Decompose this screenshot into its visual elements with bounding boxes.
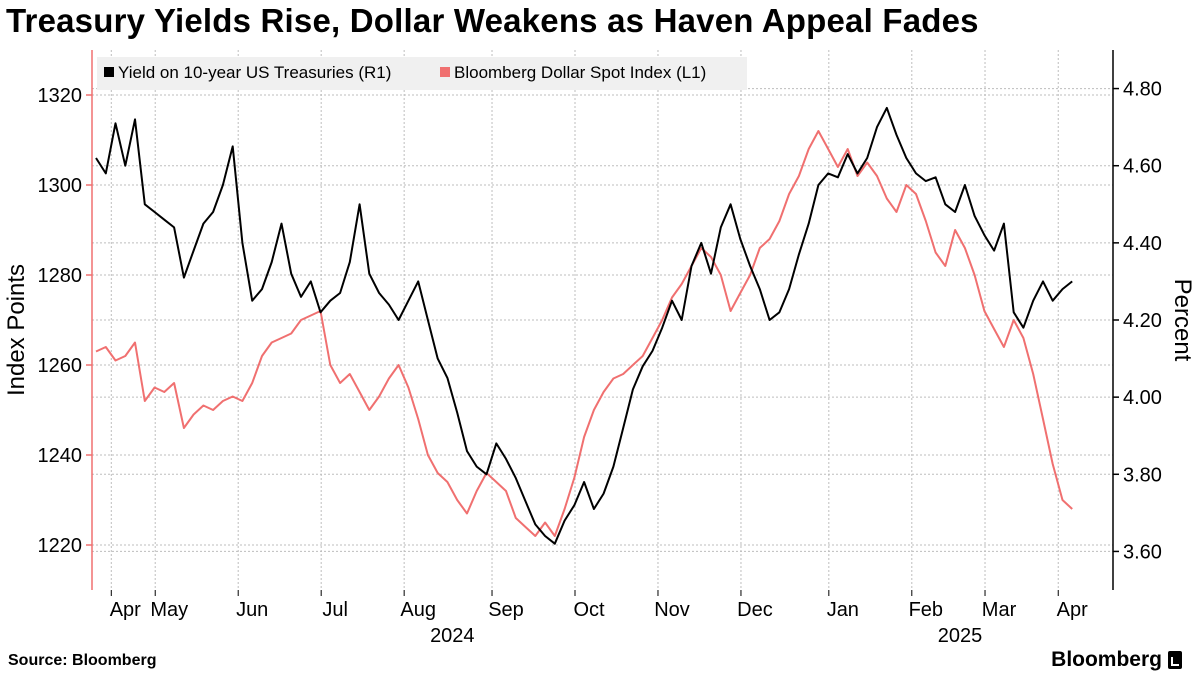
dollar-index-line bbox=[95, 130, 1073, 537]
left-axis-label: Index Points bbox=[3, 264, 30, 396]
x-tick-label: Oct bbox=[573, 599, 605, 621]
year-label: 2024 bbox=[430, 625, 475, 647]
right-tick-label: 4.20 bbox=[1123, 310, 1162, 332]
treasury-yield-line bbox=[95, 106, 1073, 545]
x-tick-label: Jun bbox=[236, 599, 268, 621]
right-tick-label: 4.80 bbox=[1123, 79, 1162, 101]
right-tick-label: 4.40 bbox=[1123, 233, 1162, 255]
left-tick-label: 1260 bbox=[38, 355, 83, 377]
x-tick-label: May bbox=[150, 599, 188, 621]
x-tick-label: Apr bbox=[110, 599, 141, 621]
legend-background bbox=[97, 57, 747, 90]
legend-key-dollar bbox=[440, 67, 450, 77]
bloomberg-terminal-icon bbox=[1168, 651, 1182, 669]
brand-name: Bloomberg bbox=[1051, 648, 1162, 671]
left-tick-label: 1300 bbox=[38, 175, 83, 197]
left-tick-label: 1220 bbox=[38, 535, 83, 557]
x-tick-label: Feb bbox=[909, 599, 943, 621]
plot-background bbox=[92, 50, 1113, 590]
left-axis-ticks: 1220 1240 1260 1280 1300 1320 bbox=[38, 85, 92, 557]
x-tick-label: Apr bbox=[1057, 599, 1088, 621]
x-tick-label: Aug bbox=[400, 599, 436, 621]
source-note: Source: Bloomberg bbox=[8, 652, 157, 669]
right-tick-label: 4.00 bbox=[1123, 387, 1162, 409]
brand-logo: Bloomberg bbox=[1051, 648, 1182, 672]
chart-title: Treasury Yields Rise, Dollar Weakens as … bbox=[6, 2, 979, 39]
year-label: 2025 bbox=[938, 625, 983, 647]
x-axis-ticks: Apr May Jun Jul Aug Sep Oct Nov Dec Jan Feb Mar Apr 2… bbox=[110, 590, 1088, 647]
legend-label-yield: Yield on 10-year US Treasuries (R1) bbox=[118, 63, 391, 82]
x-tick-label: Jan bbox=[827, 599, 859, 621]
right-axis-label: Percent bbox=[1169, 279, 1196, 362]
legend: Yield on 10-year US Treasuries (R1) Bloo… bbox=[97, 57, 747, 90]
x-tick-label: Mar bbox=[982, 599, 1017, 621]
right-axis-ticks: 3.60 3.80 4.00 4.20 4.40 4.60 4.80 bbox=[1113, 79, 1162, 563]
x-tick-label: Nov bbox=[654, 599, 690, 621]
right-tick-label: 4.60 bbox=[1123, 156, 1162, 178]
left-tick-label: 1240 bbox=[38, 445, 83, 467]
x-tick-label: Jul bbox=[322, 599, 348, 621]
x-tick-label: Dec bbox=[737, 599, 773, 621]
left-tick-label: 1280 bbox=[38, 265, 83, 287]
right-tick-label: 3.80 bbox=[1123, 464, 1162, 486]
legend-label-dollar: Bloomberg Dollar Spot Index (L1) bbox=[454, 63, 706, 82]
series-lines bbox=[95, 106, 1073, 545]
grid-lines bbox=[91, 50, 1114, 590]
right-tick-label: 3.60 bbox=[1123, 541, 1162, 563]
legend-key-yield bbox=[104, 67, 114, 77]
x-tick-label: Sep bbox=[488, 599, 524, 621]
left-tick-label: 1320 bbox=[38, 85, 83, 107]
